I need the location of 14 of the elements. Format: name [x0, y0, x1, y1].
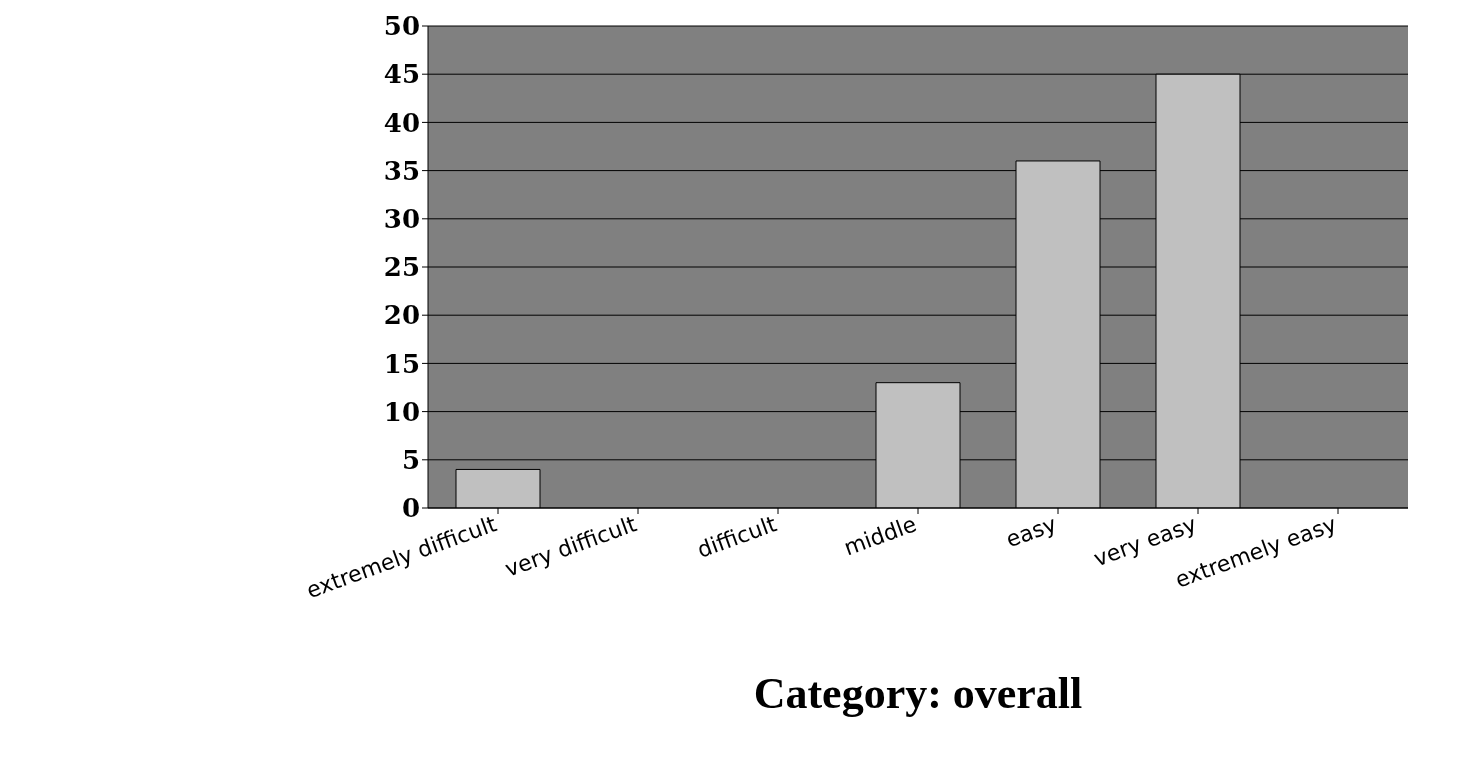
x-tick-label: easy	[1002, 511, 1060, 553]
y-tick-label: 50	[383, 11, 420, 42]
y-tick-label: 15	[383, 348, 420, 379]
y-tick-label: 25	[383, 252, 420, 283]
y-tick-label: 45	[383, 59, 420, 90]
x-axis-title: Category: overall	[753, 669, 1083, 718]
y-tick-label: 35	[383, 155, 420, 186]
y-tick-label: 20	[383, 300, 420, 331]
y-tick-label: 0	[401, 493, 420, 524]
y-tick-label: 40	[383, 107, 420, 138]
y-tick-label: 10	[383, 396, 420, 427]
x-tick-label: middle	[840, 511, 920, 561]
y-tick-label: 5	[401, 445, 420, 476]
y-tick-label: 30	[383, 204, 420, 235]
